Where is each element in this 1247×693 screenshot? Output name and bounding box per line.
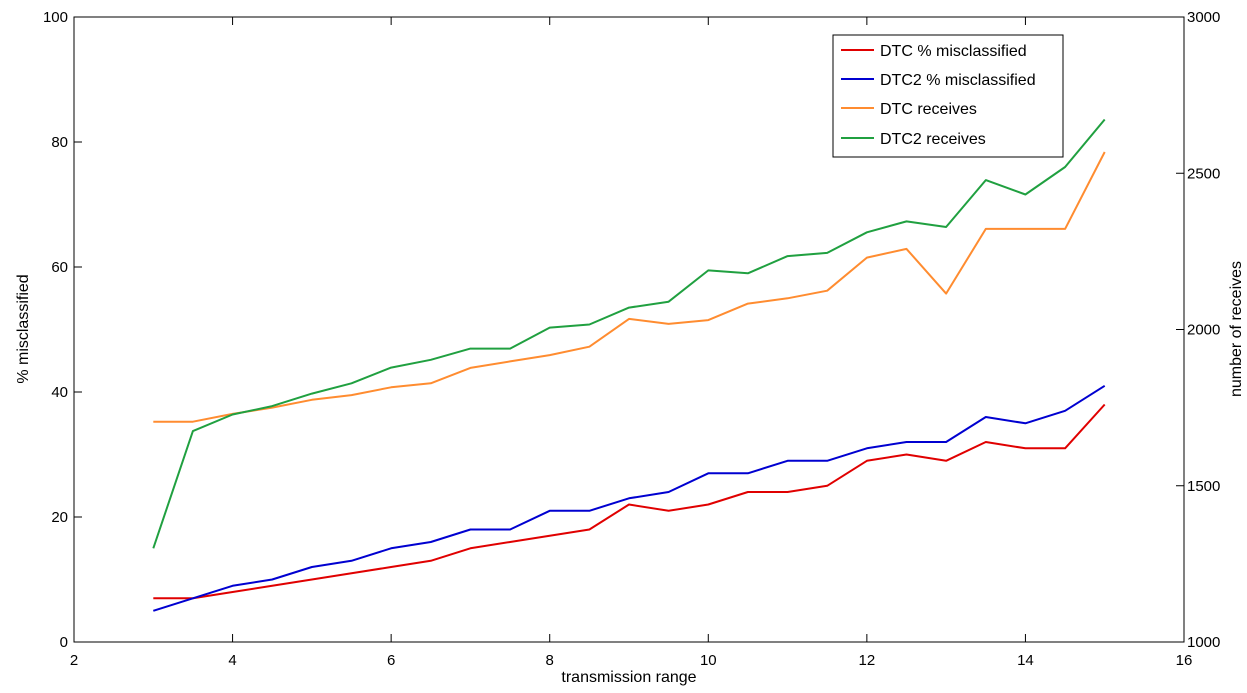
series-lines	[152, 118, 1106, 612]
legend-label-dtc-misclassified: DTC % misclassified	[880, 43, 1027, 60]
legend-box	[832, 34, 1064, 158]
y-left-tick-label: 40	[51, 384, 68, 401]
legend-label-dtc2-misclassified: DTC2 % misclassified	[880, 72, 1036, 89]
y-right-tick-label: 1500	[1187, 478, 1220, 495]
y-left-tick-label: 80	[51, 134, 68, 151]
y-left-tick-label: 100	[43, 9, 68, 26]
x-tick-label: 16	[1176, 652, 1193, 669]
legend-label-dtc2-receives: DTC2 receives	[880, 131, 986, 148]
x-axis-label: transmission range	[561, 669, 696, 686]
axis-ticks: 2 4 6 8 10 12 14 16 0 20 40 60 80 100 1000 1500 2000 2500…	[43, 9, 1220, 669]
x-tick-label: 4	[228, 652, 236, 669]
x-tick-label: 14	[1017, 652, 1034, 669]
y-axis-label-left: % misclassified	[15, 274, 32, 383]
legend: DTC % misclassified DTC2 % misclassified…	[832, 34, 1064, 158]
y-left-tick-label: 60	[51, 259, 68, 276]
series-line-dtc-receives	[153, 151, 1106, 423]
x-tick-label: 12	[859, 652, 876, 669]
y-axis-label-right: number of receives	[1228, 261, 1245, 397]
y-left-tick-label: 0	[60, 634, 68, 651]
series-line-dtc-misclassified	[153, 403, 1106, 600]
y-left-tick-label: 20	[51, 509, 68, 526]
x-tick-label: 2	[70, 652, 78, 669]
x-tick-label: 6	[387, 652, 395, 669]
y-right-tick-label: 2500	[1187, 165, 1220, 182]
legend-label-dtc-receives: DTC receives	[880, 101, 977, 118]
x-tick-label: 10	[700, 652, 717, 669]
y-right-tick-label: 3000	[1187, 9, 1220, 26]
x-tick-label: 8	[546, 652, 554, 669]
y-right-tick-label: 1000	[1187, 634, 1220, 651]
series-line-dtc2-misclassified	[152, 384, 1106, 612]
y-right-tick-label: 2000	[1187, 322, 1220, 339]
series-line-dtc2-receives	[152, 118, 1106, 549]
